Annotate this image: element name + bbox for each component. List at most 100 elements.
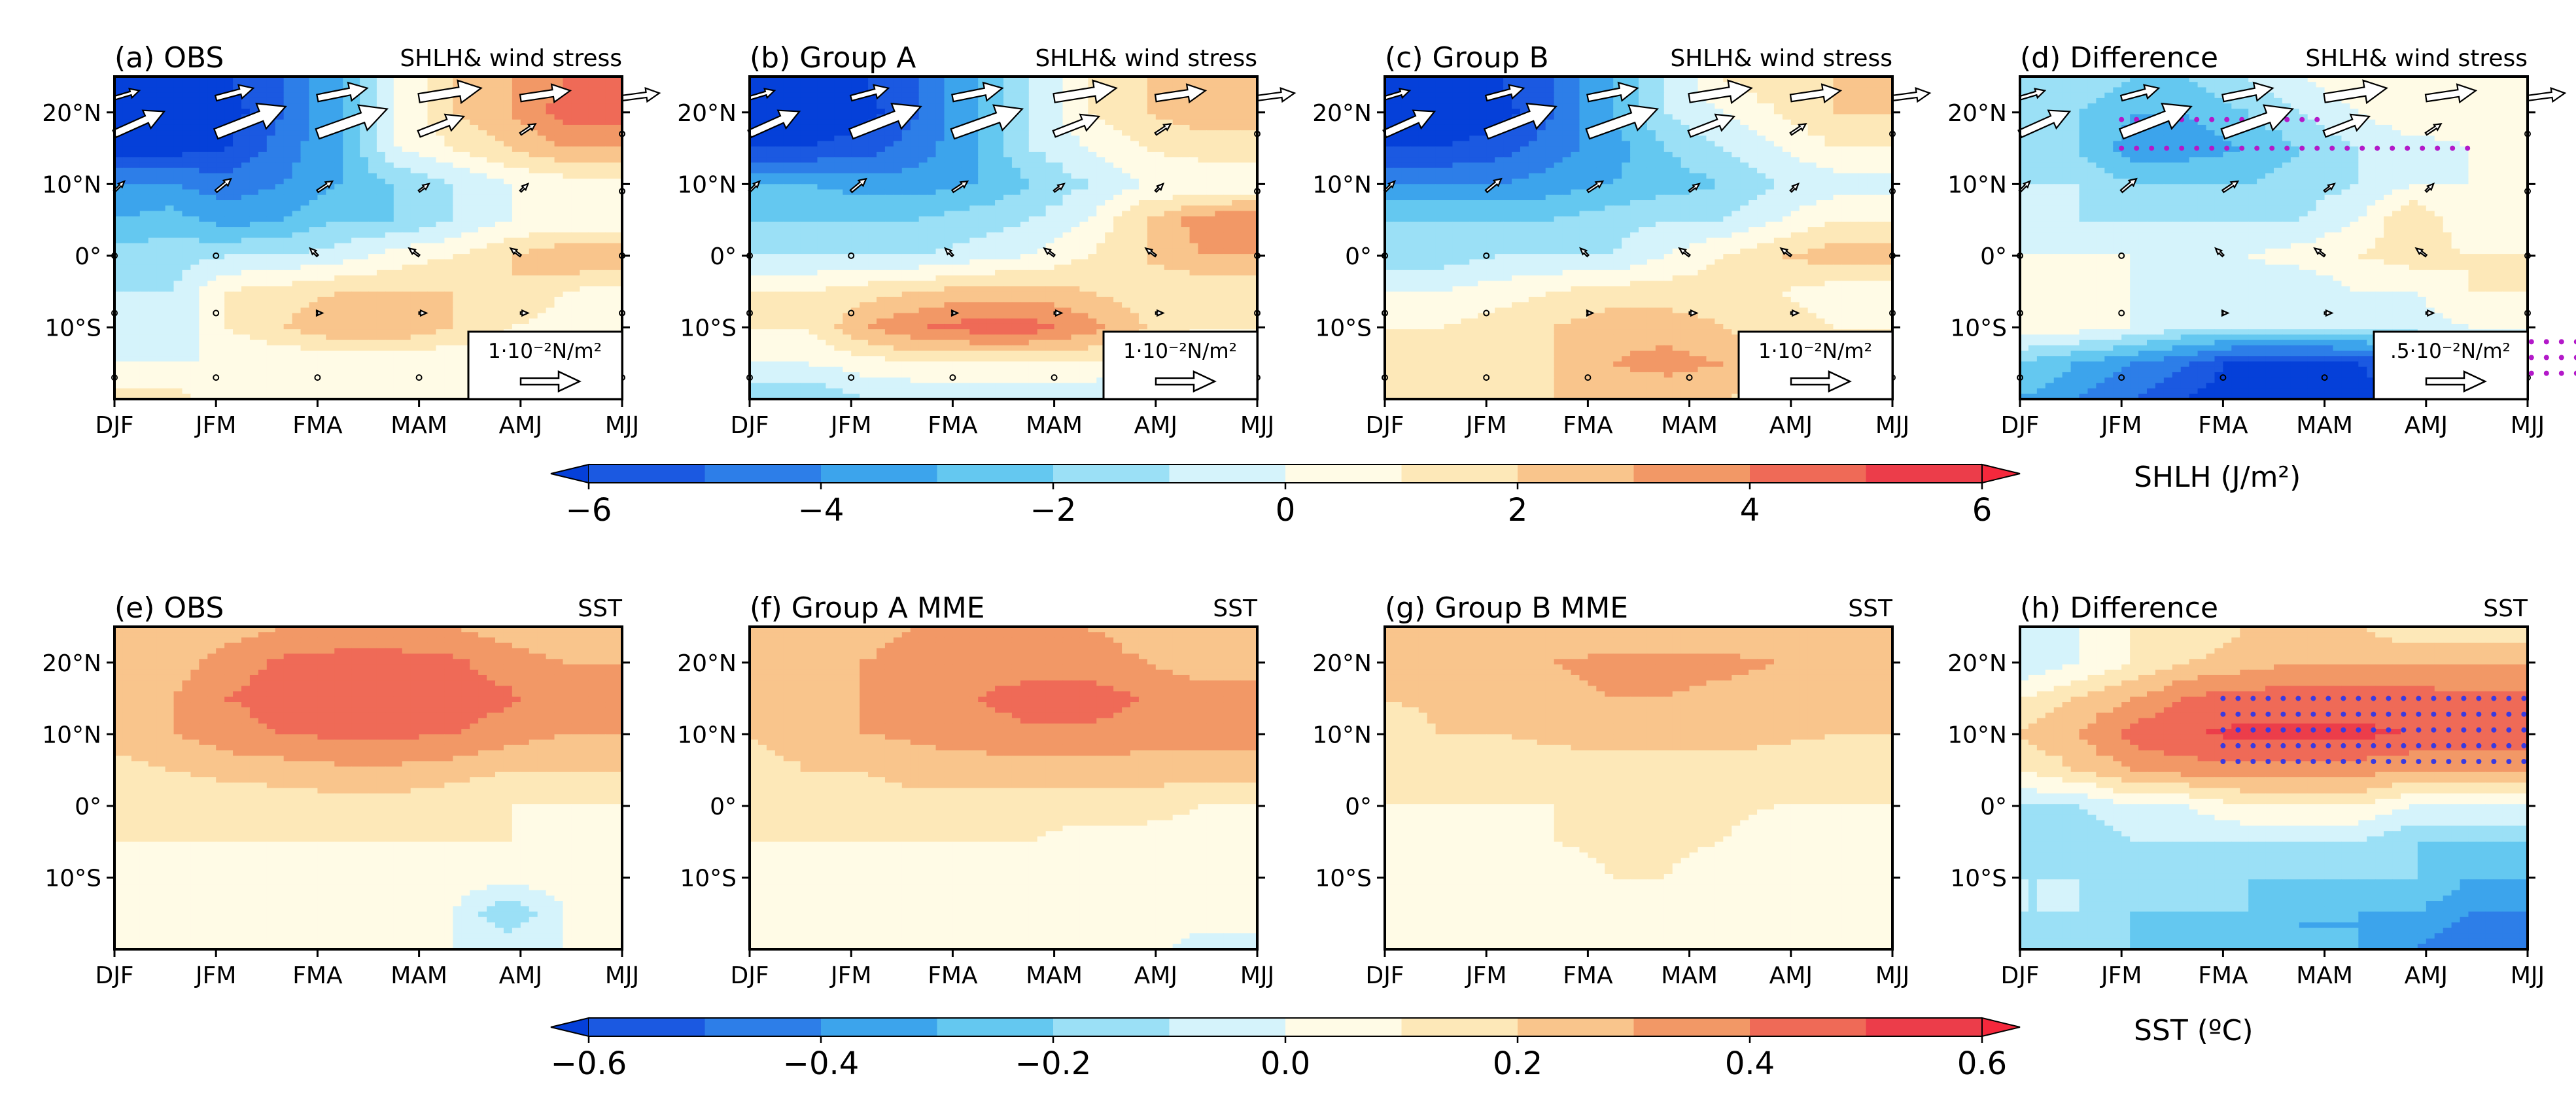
heatmap-cell — [605, 82, 614, 88]
heatmap-cell — [233, 211, 242, 217]
heatmap-cell — [529, 249, 538, 254]
heatmap-cell — [512, 222, 521, 228]
heatmap-cell — [182, 184, 191, 190]
heatmap-cell — [411, 227, 420, 233]
heatmap-cell — [157, 238, 166, 244]
heatmap-cell — [385, 211, 394, 217]
heatmap-cell — [174, 109, 183, 114]
heatmap-cell — [571, 125, 580, 131]
heatmap-cell — [258, 141, 268, 147]
heatmap-cell — [436, 179, 445, 184]
heatmap-cell — [436, 82, 445, 88]
heatmap-cell — [292, 87, 302, 93]
heatmap-cell — [385, 259, 394, 265]
heatmap-cell — [546, 200, 555, 206]
heatmap-cell — [148, 152, 158, 158]
heatmap-cell — [419, 222, 428, 228]
heatmap-cell — [461, 205, 470, 211]
heatmap-cell — [182, 141, 191, 147]
heatmap-cell — [292, 227, 302, 233]
heatmap-cell — [334, 152, 343, 158]
heatmap-cell — [207, 270, 217, 276]
heatmap-cell — [385, 184, 394, 190]
heatmap-cell — [538, 200, 547, 206]
heatmap-cell — [258, 227, 268, 233]
heatmap-cell — [157, 147, 166, 152]
heatmap-cell — [538, 82, 547, 88]
heatmap-cell — [385, 141, 394, 147]
heatmap-cell — [267, 227, 276, 233]
heatmap-cell — [478, 217, 487, 222]
heatmap-cell — [190, 168, 200, 174]
heatmap-cell — [588, 147, 597, 152]
heatmap-cell — [495, 141, 504, 147]
heatmap-cell — [233, 243, 242, 249]
heatmap-cell — [207, 227, 217, 233]
heatmap-cell — [368, 147, 377, 152]
heatmap-cell — [411, 173, 420, 179]
heatmap-cell — [588, 217, 597, 222]
heatmap-cell — [394, 249, 403, 254]
heatmap-cell — [402, 205, 411, 211]
heatmap-cell — [148, 238, 158, 244]
heatmap-cell — [529, 130, 538, 136]
heatmap-cell — [207, 87, 217, 93]
heatmap-cell — [453, 227, 462, 233]
heatmap-cell — [444, 200, 453, 206]
heatmap-cell — [140, 157, 149, 163]
heatmap-cell — [402, 168, 411, 174]
heatmap-cell — [495, 259, 504, 265]
heatmap-cell — [216, 270, 225, 276]
heatmap-cell — [351, 205, 360, 211]
heatmap-cell — [453, 109, 462, 114]
heatmap-cell — [131, 184, 141, 190]
heatmap-cell — [241, 222, 251, 228]
heatmap-cell — [360, 135, 369, 141]
heatmap-cell — [588, 179, 597, 184]
heatmap-cell — [241, 265, 251, 271]
heatmap-cell — [199, 211, 208, 217]
heatmap-cell — [377, 243, 386, 249]
heatmap-cell — [419, 205, 428, 211]
heatmap-cell — [140, 147, 149, 152]
heatmap-cell — [326, 195, 335, 201]
heatmap-cell — [123, 227, 132, 233]
heatmap-cell — [453, 243, 462, 249]
heatmap-cell — [301, 114, 310, 120]
heatmap-cell — [157, 243, 166, 249]
heatmap-cell — [199, 173, 208, 179]
heatmap-cell — [114, 265, 124, 271]
heatmap-cell — [588, 211, 597, 217]
heatmap-cell — [453, 152, 462, 158]
heatmap-cell — [444, 232, 453, 238]
heatmap-cell — [267, 205, 276, 211]
heatmap-cell — [521, 135, 530, 141]
heatmap-cell — [182, 217, 191, 222]
heatmap-cell — [334, 147, 343, 152]
heatmap-cell — [123, 200, 132, 206]
heatmap-cell — [250, 195, 259, 201]
heatmap-cell — [275, 254, 285, 260]
heatmap-cell — [368, 222, 377, 228]
heatmap-cell — [402, 152, 411, 158]
heatmap-cell — [538, 125, 547, 131]
heatmap-cell — [436, 103, 445, 109]
heatmap-cell — [309, 222, 318, 228]
heatmap-cell — [351, 135, 360, 141]
heatmap-cell — [546, 157, 555, 163]
heatmap-cell — [495, 130, 504, 136]
heatmap-cell — [334, 135, 343, 141]
heatmap-cell — [521, 162, 530, 168]
heatmap-cell — [461, 168, 470, 174]
heatmap-cell — [419, 141, 428, 147]
heatmap-cell — [504, 195, 513, 201]
heatmap-cell — [538, 222, 547, 228]
heatmap-cell — [301, 173, 310, 179]
heatmap-cell — [301, 120, 310, 126]
heatmap-cell — [444, 157, 453, 163]
heatmap-cell — [267, 265, 276, 271]
heatmap-cell — [588, 200, 597, 206]
heatmap-cell — [512, 195, 521, 201]
heatmap-cell — [123, 205, 132, 211]
heatmap-cell — [148, 103, 158, 109]
